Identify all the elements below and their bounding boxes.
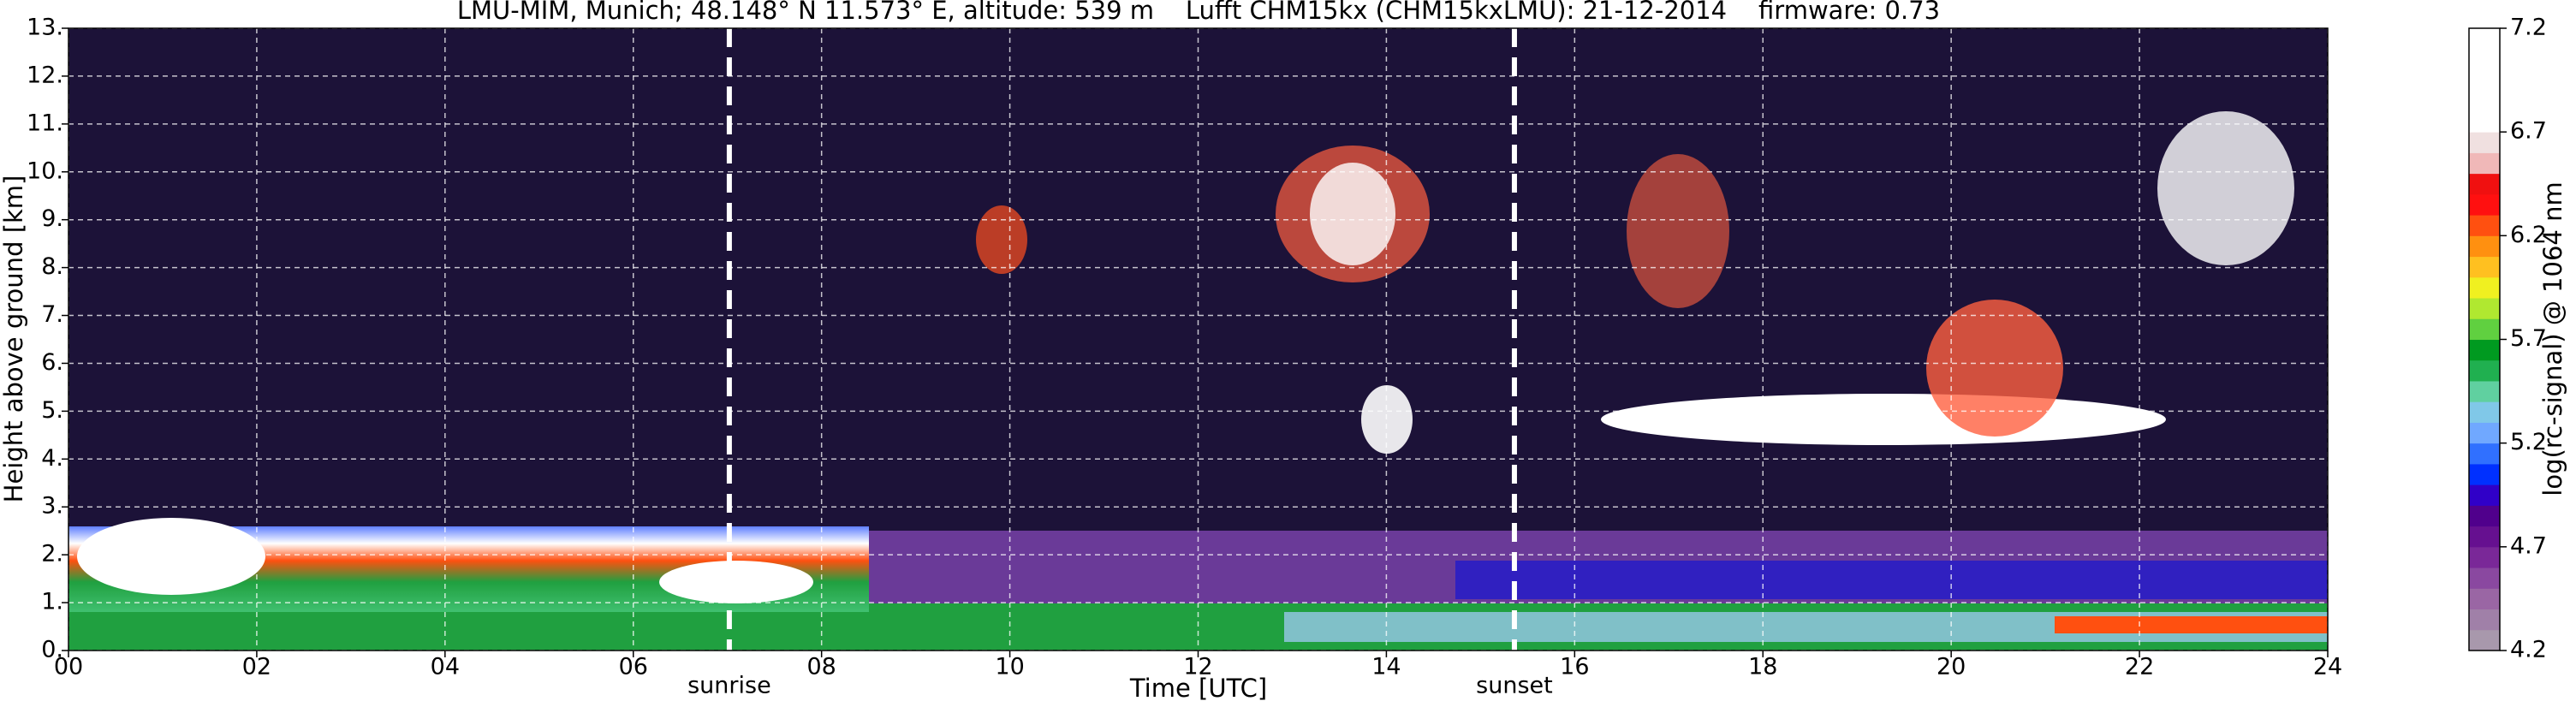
x-tick-label: 12 (1183, 654, 1212, 680)
colorbar-swatch (2469, 505, 2500, 527)
cloud (77, 518, 265, 595)
colorbar-swatch (2469, 422, 2500, 444)
y-tick-label: 1. (41, 589, 63, 615)
colorbar-tick-label: 6.2 (2510, 222, 2547, 248)
plot-frame (68, 27, 2329, 651)
colorbar-swatch (2469, 193, 2500, 216)
y-tick-label: 5. (41, 397, 63, 424)
colorbar-swatch (2469, 484, 2500, 506)
colorbar-swatch (2469, 215, 2500, 236)
colorbar-swatch (2469, 629, 2500, 651)
colorbar-swatch (2469, 526, 2500, 548)
colorbar-swatch (2469, 359, 2500, 382)
y-tick-label: 13. (27, 15, 63, 41)
colorbar-swatch (2469, 49, 2500, 70)
colorbar-swatch (2469, 69, 2500, 92)
y-tick-label: 4. (41, 445, 63, 472)
cloud (659, 561, 813, 603)
colorbar-swatch (2469, 256, 2500, 278)
y-tick-label: 11. (27, 110, 63, 136)
colorbar-swatch (2469, 380, 2500, 402)
x-tick-label: 22 (2125, 654, 2154, 680)
x-tick-label: 14 (1371, 654, 1401, 680)
x-tick-label: 08 (806, 654, 836, 680)
layer (1455, 561, 2328, 599)
x-tick-label: 00 (54, 654, 83, 680)
annotation-label: sunset (1476, 673, 1553, 699)
annotation-label: sunrise (687, 673, 771, 699)
colorbar-swatch (2469, 567, 2500, 589)
x-tick-label: 20 (1936, 654, 1966, 680)
colorbar-label: log(rc-signal) @ 1064 nm (2538, 181, 2567, 496)
colorbar-swatch (2469, 235, 2500, 258)
colorbar-tick-label: 6.7 (2510, 118, 2547, 145)
colorbar-swatch (2469, 90, 2500, 112)
colorbar-swatch (2469, 546, 2500, 568)
colorbar-tick-label: 4.2 (2510, 637, 2547, 663)
x-tick-label: 24 (2313, 654, 2342, 680)
y-tick-label: 6. (41, 349, 63, 376)
colorbar-swatch (2469, 318, 2500, 340)
y-tick-label: 8. (41, 253, 63, 280)
colorbar-swatch (2469, 339, 2500, 361)
x-tick-label: 10 (995, 654, 1024, 680)
x-tick-label: 04 (431, 654, 460, 680)
colorbar-swatch (2469, 173, 2500, 195)
cloud (976, 205, 1027, 274)
y-tick-label: 9. (41, 205, 63, 232)
cloud (1926, 300, 2063, 437)
y-tick-label: 0. (41, 637, 63, 663)
colorbar-swatch (2469, 588, 2500, 610)
y-tick-label: 7. (41, 301, 63, 328)
colorbar-swatch (2469, 463, 2500, 485)
y-tick-label: 2. (41, 541, 63, 567)
colorbar-swatch (2469, 443, 2500, 465)
x-axis-label: Time [UTC] (1129, 674, 1267, 703)
colorbar-tick-label: 5.2 (2510, 429, 2547, 455)
y-axis-label: Height above ground [km] (0, 175, 28, 503)
layer (2055, 616, 2328, 633)
y-tick-label: 10. (27, 157, 63, 184)
x-tick-label: 18 (1748, 654, 1777, 680)
x-tick-label: 06 (619, 654, 648, 680)
colorbar-swatch (2469, 28, 2500, 50)
cloud (1310, 163, 1395, 265)
colorbar-swatch (2469, 110, 2500, 133)
colorbar-swatch (2469, 152, 2500, 175)
colorbar-tick-label: 7.2 (2510, 15, 2547, 41)
cloud (2157, 111, 2294, 265)
x-tick-label: 16 (1560, 654, 1589, 680)
colorbar-swatch (2469, 276, 2500, 299)
colorbar-tick-label: 4.7 (2510, 532, 2547, 559)
y-tick-label: 3. (41, 493, 63, 520)
colorbar-swatch (2469, 609, 2500, 631)
cloud (1601, 394, 2166, 445)
colorbar-swatch (2469, 298, 2500, 319)
chart-title: LMU-MIM, Munich; 48.148° N 11.573° E, al… (457, 0, 1940, 25)
colorbar-swatch (2469, 132, 2500, 153)
colorbar-swatch (2469, 401, 2500, 423)
x-tick-label: 02 (242, 654, 271, 680)
cloud (1627, 154, 1729, 308)
colorbar-tick-label: 5.7 (2510, 325, 2547, 352)
y-tick-label: 12. (27, 62, 63, 88)
